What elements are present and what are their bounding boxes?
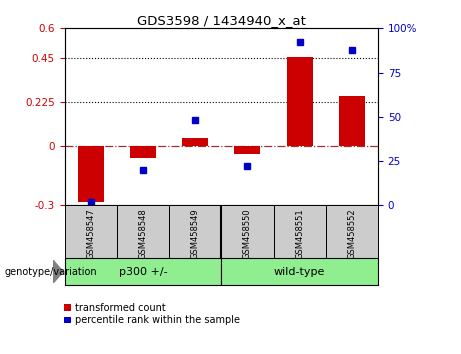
Bar: [221, 205, 273, 258]
Legend: transformed count, percentile rank within the sample: transformed count, percentile rank withi…: [60, 299, 244, 329]
Text: GSM458551: GSM458551: [295, 208, 304, 259]
Bar: [130, 146, 156, 158]
Text: GSM458552: GSM458552: [348, 208, 356, 259]
Bar: [287, 57, 313, 146]
Bar: [65, 205, 117, 258]
Bar: [234, 146, 260, 154]
Title: GDS3598 / 1434940_x_at: GDS3598 / 1434940_x_at: [137, 14, 306, 27]
Bar: [65, 258, 221, 285]
Text: GSM458547: GSM458547: [86, 208, 95, 259]
Text: wild-type: wild-type: [274, 267, 325, 277]
Bar: [339, 96, 365, 146]
Text: p300 +/-: p300 +/-: [118, 267, 167, 277]
Bar: [77, 146, 104, 202]
Bar: [117, 205, 169, 258]
Bar: [221, 258, 378, 285]
Bar: [182, 138, 208, 146]
Text: GSM458550: GSM458550: [243, 208, 252, 259]
Bar: [273, 205, 326, 258]
Bar: [169, 205, 221, 258]
Text: genotype/variation: genotype/variation: [5, 267, 97, 277]
Polygon shape: [53, 260, 63, 283]
Text: GSM458548: GSM458548: [138, 208, 148, 259]
Bar: [326, 205, 378, 258]
Text: GSM458549: GSM458549: [191, 208, 200, 259]
